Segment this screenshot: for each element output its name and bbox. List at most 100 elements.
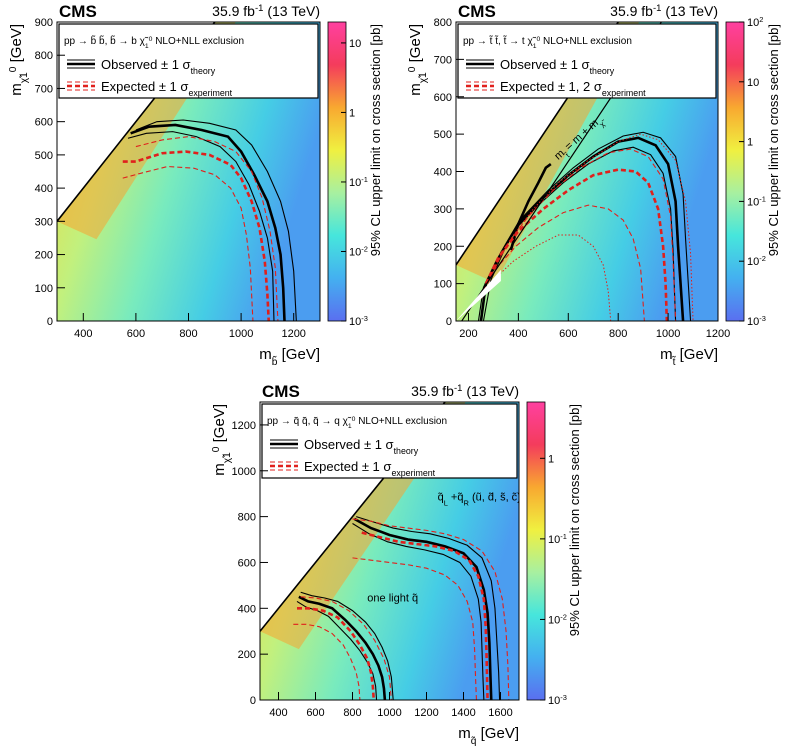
- color-bar: [327, 21, 347, 322]
- x-tick-label-2: 600: [559, 328, 577, 340]
- y-axis-title: mχ̃10 [GeV]: [8, 24, 30, 96]
- x-tick-label-4: 1000: [656, 328, 680, 340]
- y-tick-label-6: 600: [35, 117, 53, 129]
- x-tick-label-5: 1400: [451, 707, 475, 719]
- y-tick-label-0: 0: [250, 695, 256, 707]
- legend-entry-expected: Expected ± 1, 2 σexperiment: [500, 79, 646, 98]
- contour-obs_band-1: [356, 516, 501, 700]
- x-tick-label-0: 400: [269, 707, 287, 719]
- contour-exp_band-11: [293, 623, 361, 700]
- legend-process: pp → t̃ t̃, t̃ → t χ̃10 NLO+NLL exclusio…: [463, 35, 632, 50]
- contour-exp_band-4: [352, 518, 510, 700]
- legend-entry-expected: Expected ± 1 σexperiment: [101, 79, 233, 98]
- legend-box: [261, 403, 518, 479]
- x-tick-label-1: 400: [509, 328, 527, 340]
- y-tick-label-3: 300: [35, 216, 53, 228]
- contour-exp_band-10: [300, 596, 392, 700]
- y-tick-label-2: 400: [238, 603, 256, 615]
- legend: pp → q̃ q̃, q̃ → q χ̃10 NLO+NLL exclusio…: [261, 403, 518, 479]
- z-tick-label-3: 1: [548, 453, 554, 465]
- legend-box: [457, 23, 717, 99]
- z-tick-label-1: 10-2: [747, 254, 766, 269]
- legend-entry-expected: Expected ± 1 σexperiment: [304, 459, 436, 478]
- y-tick-label-0: 0: [446, 316, 452, 328]
- lumi-label: 35.9 fb-1 (13 TeV): [411, 383, 519, 400]
- contour-obs-3: [509, 162, 552, 251]
- z-tick-label-0: 10-3: [747, 314, 766, 329]
- contour-exp_band-5: [122, 165, 254, 321]
- contour-obs_band-7: [300, 591, 394, 700]
- legend: pp → t̃ t̃, t̃ → t χ̃10 NLO+NLL exclusio…: [457, 23, 717, 99]
- contour-exp_band2-8: [480, 234, 612, 321]
- x-tick-label-4: 1200: [414, 707, 438, 719]
- contour-obs-0: [353, 517, 493, 700]
- z-tick-label-2: 10-1: [548, 531, 567, 546]
- experiment-label: CMS: [59, 2, 97, 21]
- y-tick-label-5: 500: [434, 129, 452, 141]
- x-tick-label-0: 200: [459, 328, 477, 340]
- z-axis-title: 95% CL upper limit on cross section [pb]: [766, 24, 781, 256]
- z-tick-label-3: 1: [747, 137, 753, 149]
- x-tick-label-6: 1600: [488, 707, 512, 719]
- z-tick-label-2: 10-1: [747, 194, 766, 209]
- color-bar: [725, 21, 745, 322]
- z-tick-label-4: 10: [349, 38, 361, 50]
- contour-obs_band-1: [482, 131, 692, 321]
- y-axis-title: mχ̃10 [GeV]: [211, 404, 233, 476]
- z-tick-label-2: 10-1: [349, 174, 368, 189]
- legend-box: [58, 23, 319, 99]
- y-tick-label-8: 800: [434, 17, 452, 29]
- y-tick-label-2: 200: [434, 241, 452, 253]
- contour-exp_band-6: [482, 204, 645, 321]
- lumi-label: 35.9 fb-1 (13 TeV): [212, 3, 320, 20]
- y-tick-label-0: 0: [47, 316, 53, 328]
- contour-exp_band-5: [352, 557, 477, 700]
- x-tick-label-5: 1200: [706, 328, 730, 340]
- contour-obs_band-2: [352, 523, 485, 700]
- y-tick-label-8: 800: [35, 50, 53, 62]
- y-tick-label-5: 1000: [232, 466, 256, 478]
- y-tick-label-1: 100: [434, 279, 452, 291]
- chart-squark: q̃L +q̃R (ũ, d̃, s̃, c̃) one light q̃ pp →…: [211, 382, 583, 747]
- y-tick-label-6: 600: [434, 92, 452, 104]
- y-tick-label-9: 900: [35, 17, 53, 29]
- z-tick-label-5: 102: [747, 15, 763, 30]
- x-tick-label-2: 800: [343, 707, 361, 719]
- y-tick-label-7: 700: [434, 54, 452, 66]
- y-tick-label-4: 400: [434, 167, 452, 179]
- z-tick-label-0: 10-3: [349, 314, 368, 329]
- y-tick-label-1: 200: [238, 649, 256, 661]
- y-tick-label-3: 300: [434, 204, 452, 216]
- y-tick-label-6: 1200: [232, 420, 256, 432]
- x-axis-title: mq̃ [GeV]: [458, 725, 519, 747]
- experiment-label: CMS: [458, 2, 496, 21]
- z-axis-title: 95% CL upper limit on cross section [pb]: [567, 404, 582, 636]
- z-tick-label-1: 10-2: [349, 244, 368, 258]
- chart-sbottom: pp → b̃ b̃, b̃ → b χ̃10 NLO+NLL exclusio…: [8, 2, 384, 368]
- x-tick-label-3: 1000: [229, 328, 253, 340]
- z-axis-title: 95% CL upper limit on cross section [pb]: [368, 24, 383, 256]
- x-axis-title: mb̃ [GeV]: [259, 346, 320, 368]
- y-tick-label-7: 700: [35, 83, 53, 95]
- legend-process: pp → b̃ b̃, b̃ → b χ̃10 NLO+NLL exclusio…: [64, 34, 244, 49]
- annotation-1: one light q̃: [367, 592, 418, 604]
- y-tick-label-1: 100: [35, 283, 53, 295]
- x-tick-label-1: 600: [306, 707, 324, 719]
- x-tick-label-0: 400: [74, 328, 92, 340]
- legend-entry-observed: Observed ± 1 σtheory: [304, 437, 419, 456]
- chart-stop: mt̃ = m + mχ̃pp → t̃ t̃, t̃ → t χ̃10 NLO…: [407, 2, 782, 368]
- y-tick-label-4: 400: [35, 183, 53, 195]
- legend-entry-observed: Observed ± 1 σtheory: [101, 57, 216, 76]
- legend-process: pp → q̃ q̃, q̃ → q χ̃10 NLO+NLL exclusio…: [267, 416, 447, 430]
- y-axis-title: mχ̃10 [GeV]: [407, 24, 429, 96]
- experiment-label: CMS: [262, 382, 300, 401]
- contour-exp-4: [484, 168, 669, 321]
- contour-exp_band2-7: [492, 133, 694, 321]
- x-tick-label-4: 1200: [281, 328, 305, 340]
- y-tick-label-5: 500: [35, 150, 53, 162]
- x-tick-label-1: 600: [127, 328, 145, 340]
- z-tick-label-3: 1: [349, 107, 355, 119]
- z-tick-label-0: 10-3: [548, 693, 567, 708]
- contour-obs-6: [298, 595, 387, 700]
- contour-obs_band-1: [135, 119, 297, 321]
